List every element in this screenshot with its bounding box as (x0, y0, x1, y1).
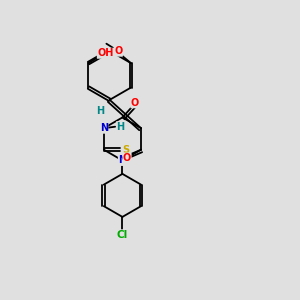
Text: Cl: Cl (117, 230, 128, 240)
Text: H: H (116, 122, 124, 132)
Text: OH: OH (97, 48, 114, 58)
Text: O: O (123, 153, 131, 163)
Text: O: O (131, 98, 139, 108)
Text: N: N (100, 123, 108, 133)
Text: N: N (118, 155, 127, 166)
Text: H: H (96, 106, 104, 116)
Text: S: S (122, 145, 129, 155)
Text: O: O (114, 46, 122, 56)
